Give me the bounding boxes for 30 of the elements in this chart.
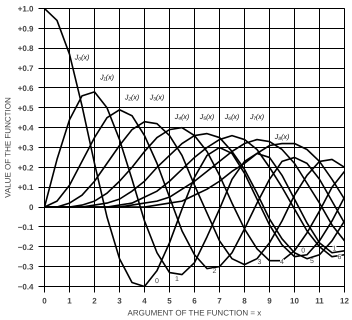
- y-tick-label: +0.1: [18, 183, 34, 192]
- x-tick-label: 2: [92, 296, 98, 306]
- x-tick-label: 0: [42, 296, 48, 306]
- x-axis-title: ARGUMENT OF THE FUNCTION = x: [128, 308, 262, 318]
- x-tick-label: 5: [167, 296, 172, 306]
- x-tick-label: 4: [142, 296, 148, 306]
- x-tick-label: 10: [290, 296, 300, 306]
- y-axis-title: VALUE OF THE FUNCTION: [4, 97, 13, 198]
- y-tick-label: +0.4: [18, 124, 34, 133]
- x-tick-label: 7: [217, 296, 222, 306]
- y-tick-label: −0.2: [18, 242, 34, 252]
- x-tick-label: 3: [117, 296, 122, 306]
- y-tick-label: −0.4: [18, 282, 34, 292]
- x-tick-label: 8: [242, 296, 248, 306]
- y-tick-label: −0.1: [18, 222, 34, 232]
- x-tick-label: 12: [340, 296, 350, 306]
- y-tick-label: +0.8: [18, 44, 34, 54]
- x-tick-label: 1: [67, 296, 72, 306]
- y-tick-label: +0.7: [18, 64, 34, 74]
- y-tick-label: 0: [29, 203, 34, 212]
- y-tick-label: +0.5: [18, 104, 34, 113]
- x-tick-label: 11: [315, 296, 324, 306]
- y-tick-label: +0.2: [18, 163, 34, 172]
- y-tick-label: +0.9: [18, 24, 34, 34]
- y-tick-label: +0.3: [18, 144, 34, 152]
- y-tick-label: +1.0: [18, 4, 34, 14]
- y-tick-label: −0.3: [18, 262, 34, 272]
- x-tick-label: 9: [267, 296, 272, 306]
- x-tick-label: 6: [192, 296, 198, 306]
- y-tick-label: +0.6: [18, 84, 34, 93]
